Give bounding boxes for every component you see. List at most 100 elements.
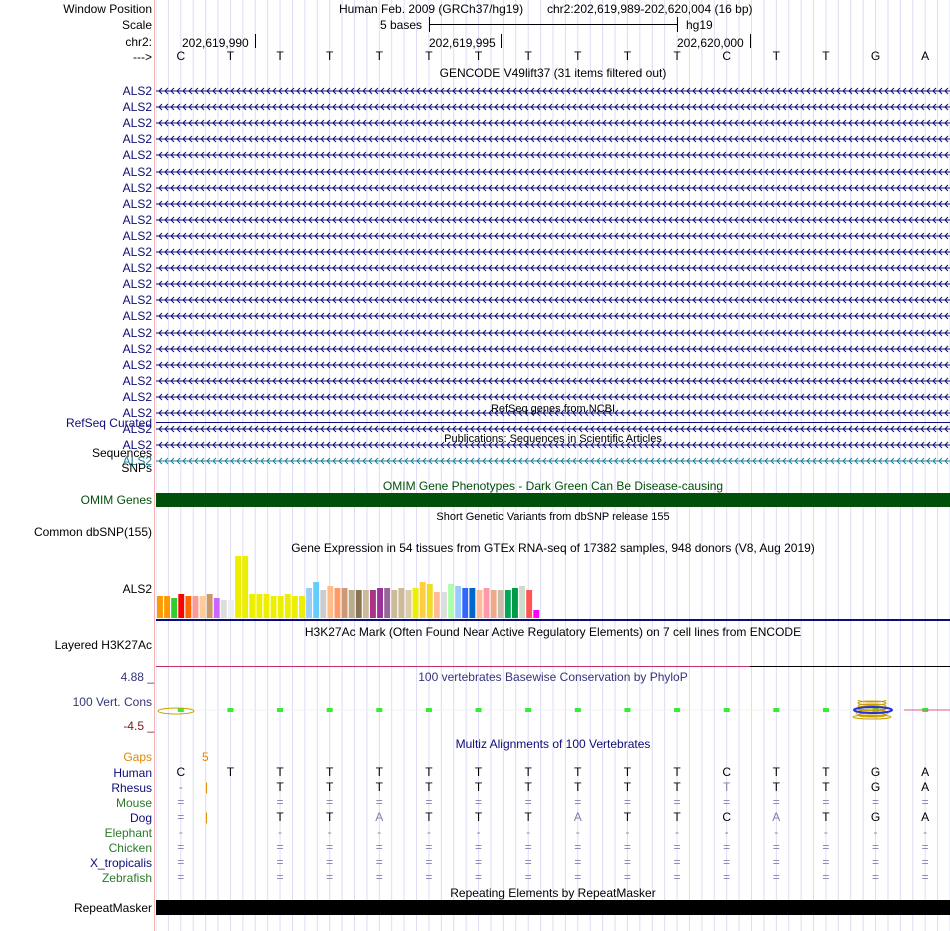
gencode-transcript-label[interactable]: ALS2 [122,341,152,356]
multiz-base: = [872,855,880,869]
gencode-transcript-label[interactable]: ALS2 [122,325,152,340]
dbsnp-track-title[interactable]: Short Genetic Variants from dbSNP releas… [436,511,670,523]
multiz-base: = [524,795,532,809]
gencode-transcript-label[interactable]: ALS2 [122,132,152,147]
gtex-gene-label[interactable]: ALS2 [122,582,152,596]
gencode-transcript-label[interactable]: ALS2 [122,164,152,179]
multiz-species-label[interactable]: Elephant [104,826,152,840]
gencode-transcript-line[interactable] [156,345,950,353]
phylop-min-label: -4.5 _ [123,719,154,733]
multiz-base: = [177,795,185,809]
gencode-transcript-line[interactable] [156,216,950,224]
gencode-transcript-line[interactable] [156,248,950,256]
gencode-transcript-line[interactable] [156,280,950,288]
gencode-transcript-line[interactable] [156,184,950,192]
snps-track-label[interactable]: SNPs [121,461,152,475]
gencode-transcript-line[interactable] [156,441,950,449]
gencode-transcript-line[interactable] [156,119,950,127]
gencode-transcript-label[interactable]: ALS2 [122,454,152,469]
refseq-track-label[interactable]: RefSeq Curated [65,416,152,430]
gencode-transcript-label[interactable]: ALS2 [122,212,152,227]
gtex-tissue-bar [171,598,178,618]
phylop-track-label[interactable]: 100 Vert. Cons [72,695,152,709]
multiz-base: C [722,810,731,824]
gencode-transcript-label[interactable]: ALS2 [122,116,152,131]
omim-track-title[interactable]: OMIM Gene Phenotypes - Dark Green Can Be… [382,479,724,493]
gencode-transcript-label[interactable]: ALS2 [122,357,152,372]
dbsnp-track-label[interactable]: Common dbSNP(155) [33,525,152,539]
gencode-transcript-label[interactable]: ALS2 [122,148,152,163]
gencode-transcript-line[interactable] [156,168,950,176]
omim-gene-bar[interactable] [156,493,950,507]
gencode-track-title[interactable]: GENCODE V49lift37 (31 items filtered out… [439,66,667,80]
gencode-transcript-line[interactable] [156,377,950,385]
refseq-track-title[interactable]: RefSeq genes from NCBI [490,403,616,415]
gencode-transcript-line[interactable] [156,135,950,143]
gtex-tissue-bar [263,594,270,618]
gencode-transcript-label[interactable]: ALS2 [122,373,152,388]
gencode-transcript-label[interactable]: ALS2 [122,261,152,276]
sequences-track-label[interactable]: Sequences [91,446,152,460]
gtex-tissue-bar [533,610,540,618]
gtex-bar-chart[interactable] [156,555,950,623]
gencode-transcript-line[interactable] [156,103,950,111]
gencode-transcript-label[interactable]: ALS2 [122,389,152,404]
gtex-tissue-bar [242,556,249,618]
repeatmasker-track-label[interactable]: RepeatMasker [73,901,152,915]
multiz-base: | [205,780,209,794]
h3k27ac-track-title[interactable]: H3K27Ac Mark (Often Found Near Active Re… [304,625,802,639]
gencode-transcript-line[interactable] [156,409,950,417]
multiz-track-title[interactable]: Multiz Alignments of 100 Vertebrates [455,737,651,751]
multiz-species-label[interactable]: Chicken [108,841,152,855]
repeatmasker-bar[interactable] [156,900,950,915]
gencode-transcript-label[interactable]: ALS2 [122,438,152,453]
gencode-transcript-line[interactable] [156,312,950,320]
gencode-transcript-label[interactable]: ALS2 [122,406,152,420]
gencode-transcript-label[interactable]: ALS2 [122,309,152,324]
gencode-transcript-label[interactable]: ALS2 [122,84,152,98]
scale-text: 5 bases [380,18,423,32]
phylop-track-title[interactable]: 100 vertebrates Basewise Conservation by… [418,670,688,684]
gencode-transcript-label[interactable]: ALS2 [122,245,152,259]
gencode-transcript-line[interactable] [156,361,950,369]
gencode-transcript-line[interactable] [156,87,950,95]
refseq-gene-line[interactable] [156,422,950,423]
multiz-base: = [177,840,185,854]
multiz-species-label[interactable]: Dog [129,811,152,825]
multiz-base: T [822,810,830,824]
gencode-transcript-line[interactable] [156,425,950,433]
gencode-transcript-label[interactable]: ALS2 [122,180,152,195]
multiz-base: T [673,780,681,794]
gencode-transcript-line[interactable] [156,264,950,272]
multiz-base: = [673,870,681,884]
phylop-signal[interactable] [156,700,950,724]
gencode-transcript-label[interactable]: ALS2 [122,422,152,437]
repeatmasker-track-title[interactable]: Repeating Elements by RepeatMasker [450,886,656,900]
gencode-transcript-line[interactable] [156,329,950,337]
gencode-transcript-label[interactable]: ALS2 [122,228,152,243]
gencode-transcript-line[interactable] [156,151,950,159]
h3k27ac-track-label[interactable]: Layered H3K27Ac [54,638,152,652]
multiz-species-label[interactable]: Zebrafish [101,871,152,885]
gencode-transcript-line[interactable] [156,200,950,208]
gencode-transcript-line[interactable] [156,232,950,240]
gencode-transcript-line[interactable] [156,457,950,465]
gtex-track-title[interactable]: Gene Expression in 54 tissues from GTEx … [291,541,815,555]
gencode-transcript-label[interactable]: ALS2 [122,293,152,308]
gencode-transcript-label[interactable]: ALS2 [122,100,152,115]
gencode-transcript-line[interactable] [156,296,950,304]
multiz-species-label[interactable]: Mouse [115,796,152,810]
multiz-base: T [574,765,582,779]
gencode-transcript-label[interactable]: ALS2 [122,277,152,292]
gencode-transcript-label[interactable]: ALS2 [122,196,152,211]
gtex-tissue-bar [249,594,256,618]
omim-track-label[interactable]: OMIM Genes [80,493,152,507]
multiz-species-label[interactable]: Human [113,766,152,780]
publications-track-title[interactable]: Publications: Sequences in Scientific Ar… [444,433,662,445]
multiz-species-label[interactable]: Rhesus [111,781,152,795]
multiz-base: = [772,795,780,809]
multiz-base: T [226,765,235,779]
multiz-species-label[interactable]: X_tropicalis [89,856,152,870]
multiz-base: - [774,825,779,839]
gencode-transcript-line[interactable] [156,393,950,401]
